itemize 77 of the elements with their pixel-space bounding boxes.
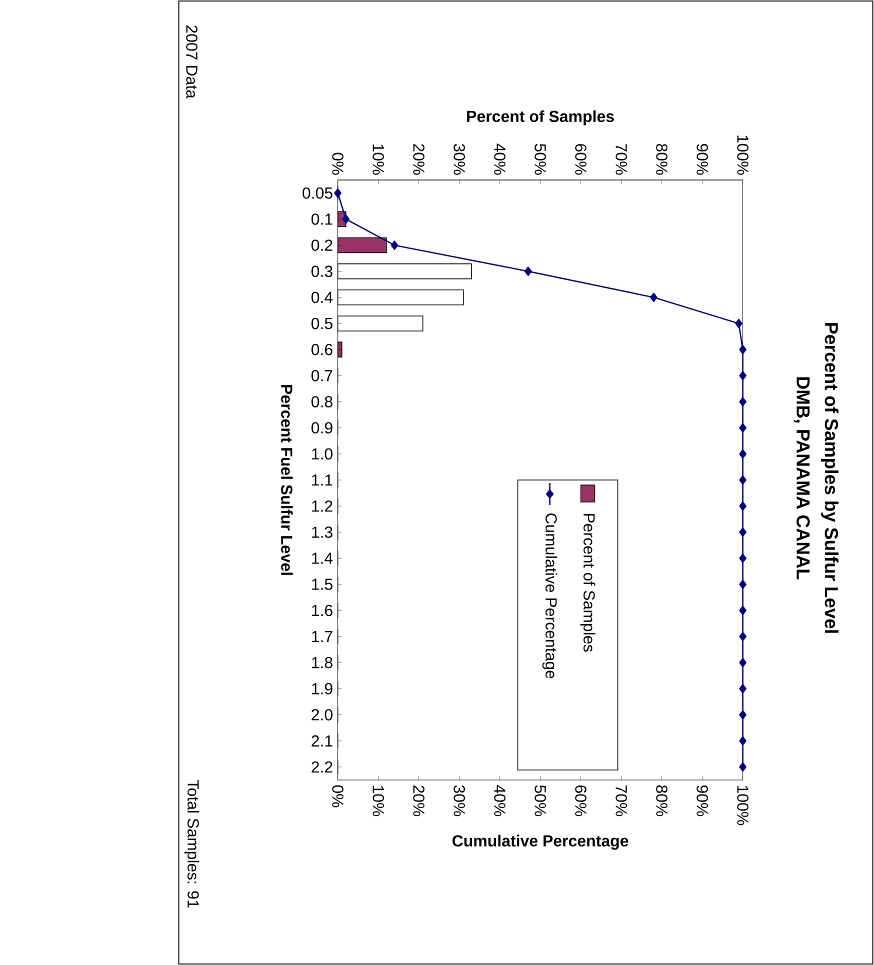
x2-tick-label: 80%	[656, 144, 668, 175]
point	[739, 370, 747, 380]
x2-tick-label: 70%	[616, 144, 628, 175]
y-axis-title: Percent Fuel Sulfur Level	[281, 385, 293, 575]
x-tick-label: 80%	[656, 785, 668, 816]
x-tick-label: 50%	[534, 785, 546, 816]
point	[739, 528, 747, 537]
x-axis-title: Cumulative Percentage	[452, 834, 628, 850]
point	[739, 632, 747, 642]
point	[739, 606, 747, 616]
y-tick-label: 2.2	[312, 761, 332, 773]
y-tick-label: 1.9	[312, 683, 332, 694]
point	[739, 684, 747, 694]
point	[739, 449, 747, 459]
y-tick-label: 1.2	[312, 500, 332, 512]
legend-label: Percent of Samples	[580, 514, 596, 652]
x-tick-label: 0%	[332, 785, 344, 808]
point	[735, 318, 743, 328]
point	[739, 554, 747, 563]
text: Total Samples: 91	[184, 780, 200, 908]
point	[739, 658, 747, 668]
x2-tick-label: 40%	[494, 144, 506, 175]
x2-tick-label: 100%	[737, 136, 749, 175]
point	[739, 580, 747, 590]
y-tick-label: 0.5	[312, 318, 333, 330]
x-tick-label: 100%	[737, 786, 749, 826]
y-tick-label: 1.6	[312, 604, 332, 616]
x2-tick-label: 60%	[575, 144, 587, 175]
point	[739, 397, 747, 406]
y-tick-label: 2.1	[312, 735, 332, 746]
x2-tick-label: 0%	[332, 152, 344, 175]
y-tick-label: 1.4	[312, 552, 333, 564]
y-tick-label: 1.5	[312, 578, 333, 590]
y-tick-label: 0.05	[302, 187, 333, 199]
y-tick-label: 2.0	[312, 709, 333, 720]
point	[739, 475, 747, 485]
y-tick-label: 0.6	[312, 344, 332, 356]
x-tick-label: 10%	[372, 786, 384, 816]
x2-tick-label: 30%	[454, 144, 466, 175]
point	[650, 292, 658, 302]
y-tick-label: 0.7	[312, 370, 332, 382]
y-tick-label: 1.7	[312, 631, 332, 642]
x-tick-label: 70%	[616, 786, 628, 816]
point	[739, 762, 747, 772]
y-tick-label: 1.8	[312, 656, 332, 668]
y-tick-label: 1.3	[312, 526, 332, 538]
y-tick-label: 1.0	[312, 448, 333, 460]
y-tick-label: 0.8	[312, 396, 332, 408]
point	[390, 240, 398, 250]
x2-tick-label: 50%	[534, 144, 546, 175]
y-tick-label: 0.9	[312, 422, 332, 434]
y-tick-label: 1.1	[312, 474, 332, 486]
x2-tick-label: 20%	[413, 144, 425, 175]
point	[739, 710, 747, 720]
x-tick-label: 90%	[696, 785, 708, 816]
x-tick-label: 40%	[494, 785, 506, 816]
text: Percent of Samples by Sulfur Level	[821, 323, 839, 633]
x-tick-label: 60%	[575, 786, 587, 816]
point	[342, 214, 350, 224]
point	[739, 501, 747, 511]
y-tick-label: 0.3	[312, 266, 332, 277]
point	[524, 266, 532, 276]
y-tick-label: 0.4	[312, 292, 333, 304]
point	[739, 344, 747, 354]
point	[739, 423, 747, 433]
x2-axis-title: Percent of Samples	[467, 110, 614, 126]
legend-label: Cumulative Percentage	[542, 514, 558, 678]
y-tick-label: 0.1	[312, 213, 332, 225]
x-tick-label: 20%	[413, 786, 425, 816]
y-tick-label: 0.2	[312, 240, 332, 251]
x2-tick-label: 10%	[372, 144, 384, 175]
point	[739, 736, 747, 746]
text: DMB, PANAMA CANAL	[794, 377, 810, 580]
text: 2007 Data	[186, 26, 198, 99]
x-tick-label: 30%	[454, 785, 466, 816]
x2-tick-label: 90%	[696, 144, 708, 175]
point	[334, 188, 342, 198]
